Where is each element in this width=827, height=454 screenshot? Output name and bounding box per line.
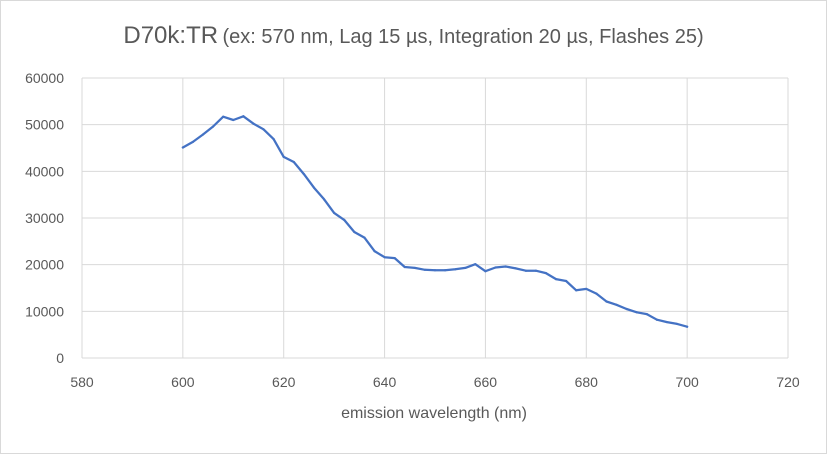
- x-tick-label: 580: [70, 374, 94, 390]
- data-point: [242, 115, 245, 118]
- y-tick-label: 40000: [25, 163, 64, 179]
- data-point: [423, 268, 427, 271]
- data-point: [464, 266, 467, 270]
- chart-title-subtitle: (ex: 570 nm, Lag 15 µs, Integration 20 µ…: [222, 26, 704, 48]
- data-point: [343, 218, 346, 221]
- data-point: [615, 303, 618, 306]
- data-point: [675, 322, 679, 326]
- data-point: [312, 186, 316, 189]
- chart-title: D70k:TR (ex: 570 nm, Lag 15 µs, Integrat…: [0, 22, 827, 50]
- data-point: [665, 320, 669, 324]
- data-point: [686, 325, 689, 328]
- data-point: [232, 118, 235, 122]
- y-tick-label: 0: [56, 350, 64, 366]
- data-point: [645, 313, 648, 316]
- x-tick-label: 600: [171, 374, 195, 390]
- data-point: [474, 263, 477, 266]
- data-point: [212, 125, 215, 128]
- data-point: [322, 198, 326, 201]
- data-point: [373, 250, 376, 253]
- data-point: [605, 300, 608, 303]
- data-point: [333, 211, 336, 214]
- data-point: [252, 122, 255, 125]
- data-point: [565, 279, 568, 283]
- x-tick-label: 720: [776, 374, 800, 390]
- data-point: [625, 307, 628, 311]
- data-point: [282, 155, 285, 158]
- data-point: [534, 269, 537, 272]
- data-point: [544, 271, 548, 275]
- data-point: [514, 267, 517, 270]
- data-point: [524, 269, 527, 272]
- data-point: [353, 230, 356, 234]
- data-point: [575, 289, 578, 292]
- chart-title-main: D70k:TR: [123, 22, 219, 49]
- data-point: [181, 146, 184, 149]
- series-line: [181, 115, 689, 328]
- data-point: [403, 265, 406, 269]
- x-axis-title: emission wavelength (nm): [341, 405, 527, 422]
- x-tick-label: 680: [575, 374, 599, 390]
- data-point: [494, 266, 497, 269]
- data-point: [635, 311, 638, 314]
- x-tick-label: 640: [373, 374, 397, 390]
- y-tick-label: 30000: [25, 210, 64, 226]
- y-tick-label: 10000: [25, 303, 64, 319]
- data-point: [292, 160, 295, 164]
- y-tick-label: 50000: [25, 117, 64, 133]
- data-point: [201, 133, 205, 136]
- data-point: [504, 265, 507, 268]
- data-point: [222, 115, 225, 118]
- data-point: [272, 138, 275, 141]
- data-point: [554, 278, 558, 281]
- x-axis-ticks: 580 600 620 640 660 680 700 720: [70, 374, 800, 390]
- y-axis-ticks: 0 10000 20000 30000 40000 50000 60000: [25, 70, 64, 366]
- gridlines: [81, 77, 789, 359]
- data-point: [454, 268, 457, 271]
- data-point: [484, 270, 487, 273]
- data-point: [393, 257, 396, 260]
- data-point: [262, 128, 265, 131]
- data-point: [363, 236, 366, 239]
- x-tick-label: 700: [675, 374, 699, 390]
- data-point: [433, 269, 437, 272]
- data-point: [302, 173, 305, 176]
- series-group: [181, 115, 689, 328]
- data-point: [585, 287, 588, 291]
- x-tick-label: 620: [272, 374, 296, 390]
- data-point: [655, 318, 658, 321]
- data-point: [413, 266, 416, 270]
- data-point: [383, 256, 386, 259]
- data-point: [595, 292, 598, 295]
- y-tick-label: 20000: [25, 257, 64, 273]
- data-point: [443, 269, 447, 272]
- data-point: [191, 140, 195, 144]
- x-tick-label: 660: [474, 374, 498, 390]
- y-tick-label: 60000: [25, 70, 64, 86]
